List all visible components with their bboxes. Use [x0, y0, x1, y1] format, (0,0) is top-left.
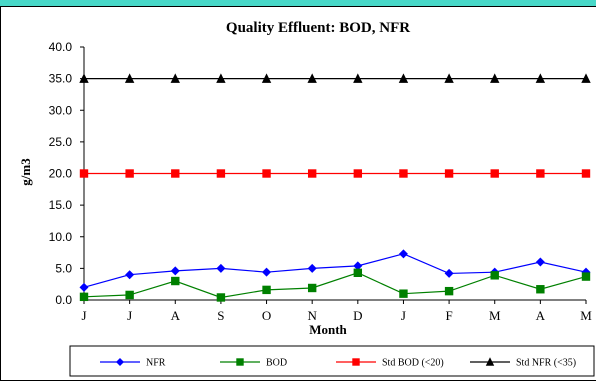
chart-title: Quality Effluent: BOD, NFR — [226, 20, 410, 36]
data-point — [535, 257, 545, 267]
data-point — [79, 292, 89, 302]
data-point — [307, 169, 317, 178]
y-tick-label: 15.0 — [49, 198, 73, 212]
axes: 0.0 5.0 10.0 15.0 20.0 25.0 30.0 35.0 40.0 J J A S O N… — [49, 40, 593, 323]
legend-marker — [485, 357, 495, 366]
data-point — [444, 169, 454, 178]
data-point — [262, 267, 272, 277]
x-tick-label: A — [171, 308, 181, 323]
data-point — [79, 169, 89, 178]
x-tick-label: O — [262, 308, 271, 323]
data-point — [399, 169, 408, 178]
data-point — [124, 73, 135, 83]
x-tick-label: J — [127, 308, 132, 323]
series-line — [83, 253, 587, 288]
data-point — [399, 289, 408, 298]
data-point — [444, 73, 454, 83]
data-point — [536, 169, 545, 178]
y-tick-label: 35.0 — [49, 72, 73, 86]
data-point — [581, 169, 591, 178]
y-tick-label: 25.0 — [49, 135, 73, 149]
series-1 — [79, 268, 591, 302]
data-point — [490, 73, 500, 83]
data-point — [444, 268, 454, 278]
y-axis-title: g/m3 — [18, 158, 33, 186]
data-point — [581, 73, 591, 83]
data-point — [171, 276, 180, 286]
top-band — [0, 0, 596, 6]
legend: NFR BOD Std BOD (<20) Std NFR (<35) — [100, 357, 576, 369]
x-tick-label: M — [580, 308, 592, 323]
data-point — [125, 270, 135, 280]
y-tick-label: 30.0 — [49, 103, 73, 117]
data-point — [216, 73, 226, 83]
data-point — [170, 73, 180, 83]
data-point — [307, 73, 317, 83]
data-point — [261, 73, 272, 83]
y-tick-label: 10.0 — [49, 230, 73, 244]
legend-label: Std BOD (<20) — [382, 358, 444, 369]
data-point — [535, 73, 546, 83]
legend-label: NFR — [146, 358, 166, 369]
x-tick-label: D — [353, 308, 362, 323]
data-point — [353, 261, 363, 271]
data-point — [216, 293, 226, 302]
data-point — [125, 169, 134, 178]
x-tick-label: J — [401, 308, 406, 323]
x-axis-title: Month — [309, 322, 347, 337]
legend-label: BOD — [266, 358, 287, 369]
data-point — [581, 272, 591, 281]
data-point — [125, 290, 134, 300]
data-point — [262, 285, 271, 295]
data-point — [216, 169, 226, 178]
x-tick-label: N — [307, 308, 317, 323]
legend-marker — [116, 358, 124, 366]
data-point — [353, 73, 363, 83]
data-point — [536, 285, 545, 294]
legend-item-0: NFR — [100, 358, 166, 369]
legend-item-2: Std BOD (<20) — [336, 358, 444, 369]
y-tick-label: 40.0 — [49, 40, 73, 54]
legend-label: Std NFR (<35) — [516, 358, 576, 369]
legend-item-3: Std NFR (<35) — [470, 357, 576, 369]
legend-item-1: BOD — [220, 358, 287, 369]
data-point — [79, 282, 89, 292]
x-tick-label: F — [445, 308, 452, 323]
y-tick-label: 20.0 — [49, 167, 73, 181]
series-line — [83, 272, 587, 299]
data-point — [398, 73, 409, 83]
x-tick-label: J — [81, 308, 86, 323]
legend-marker — [236, 358, 244, 366]
data-point — [170, 266, 180, 276]
y-tick-label: 0.0 — [55, 293, 72, 307]
data-point — [353, 169, 363, 178]
x-tick-label: M — [489, 308, 501, 323]
data-point — [79, 73, 89, 83]
y-tick-label: 5.0 — [55, 261, 72, 275]
legend-box — [69, 345, 595, 377]
data-point — [398, 249, 408, 259]
data-point — [171, 169, 180, 178]
data-point — [444, 286, 454, 296]
data-point — [353, 268, 363, 278]
legend-marker — [352, 358, 360, 366]
data-point — [307, 263, 317, 273]
data-point — [490, 271, 499, 280]
series-3 — [79, 73, 591, 83]
data-point — [216, 263, 226, 273]
series-0 — [79, 249, 591, 292]
series-2 — [79, 169, 591, 178]
x-tick-label: S — [217, 308, 224, 323]
data-point — [262, 169, 271, 178]
series-layer — [79, 73, 591, 302]
x-tick-label: A — [536, 308, 546, 323]
data-point — [490, 169, 499, 178]
data-point — [307, 283, 317, 293]
